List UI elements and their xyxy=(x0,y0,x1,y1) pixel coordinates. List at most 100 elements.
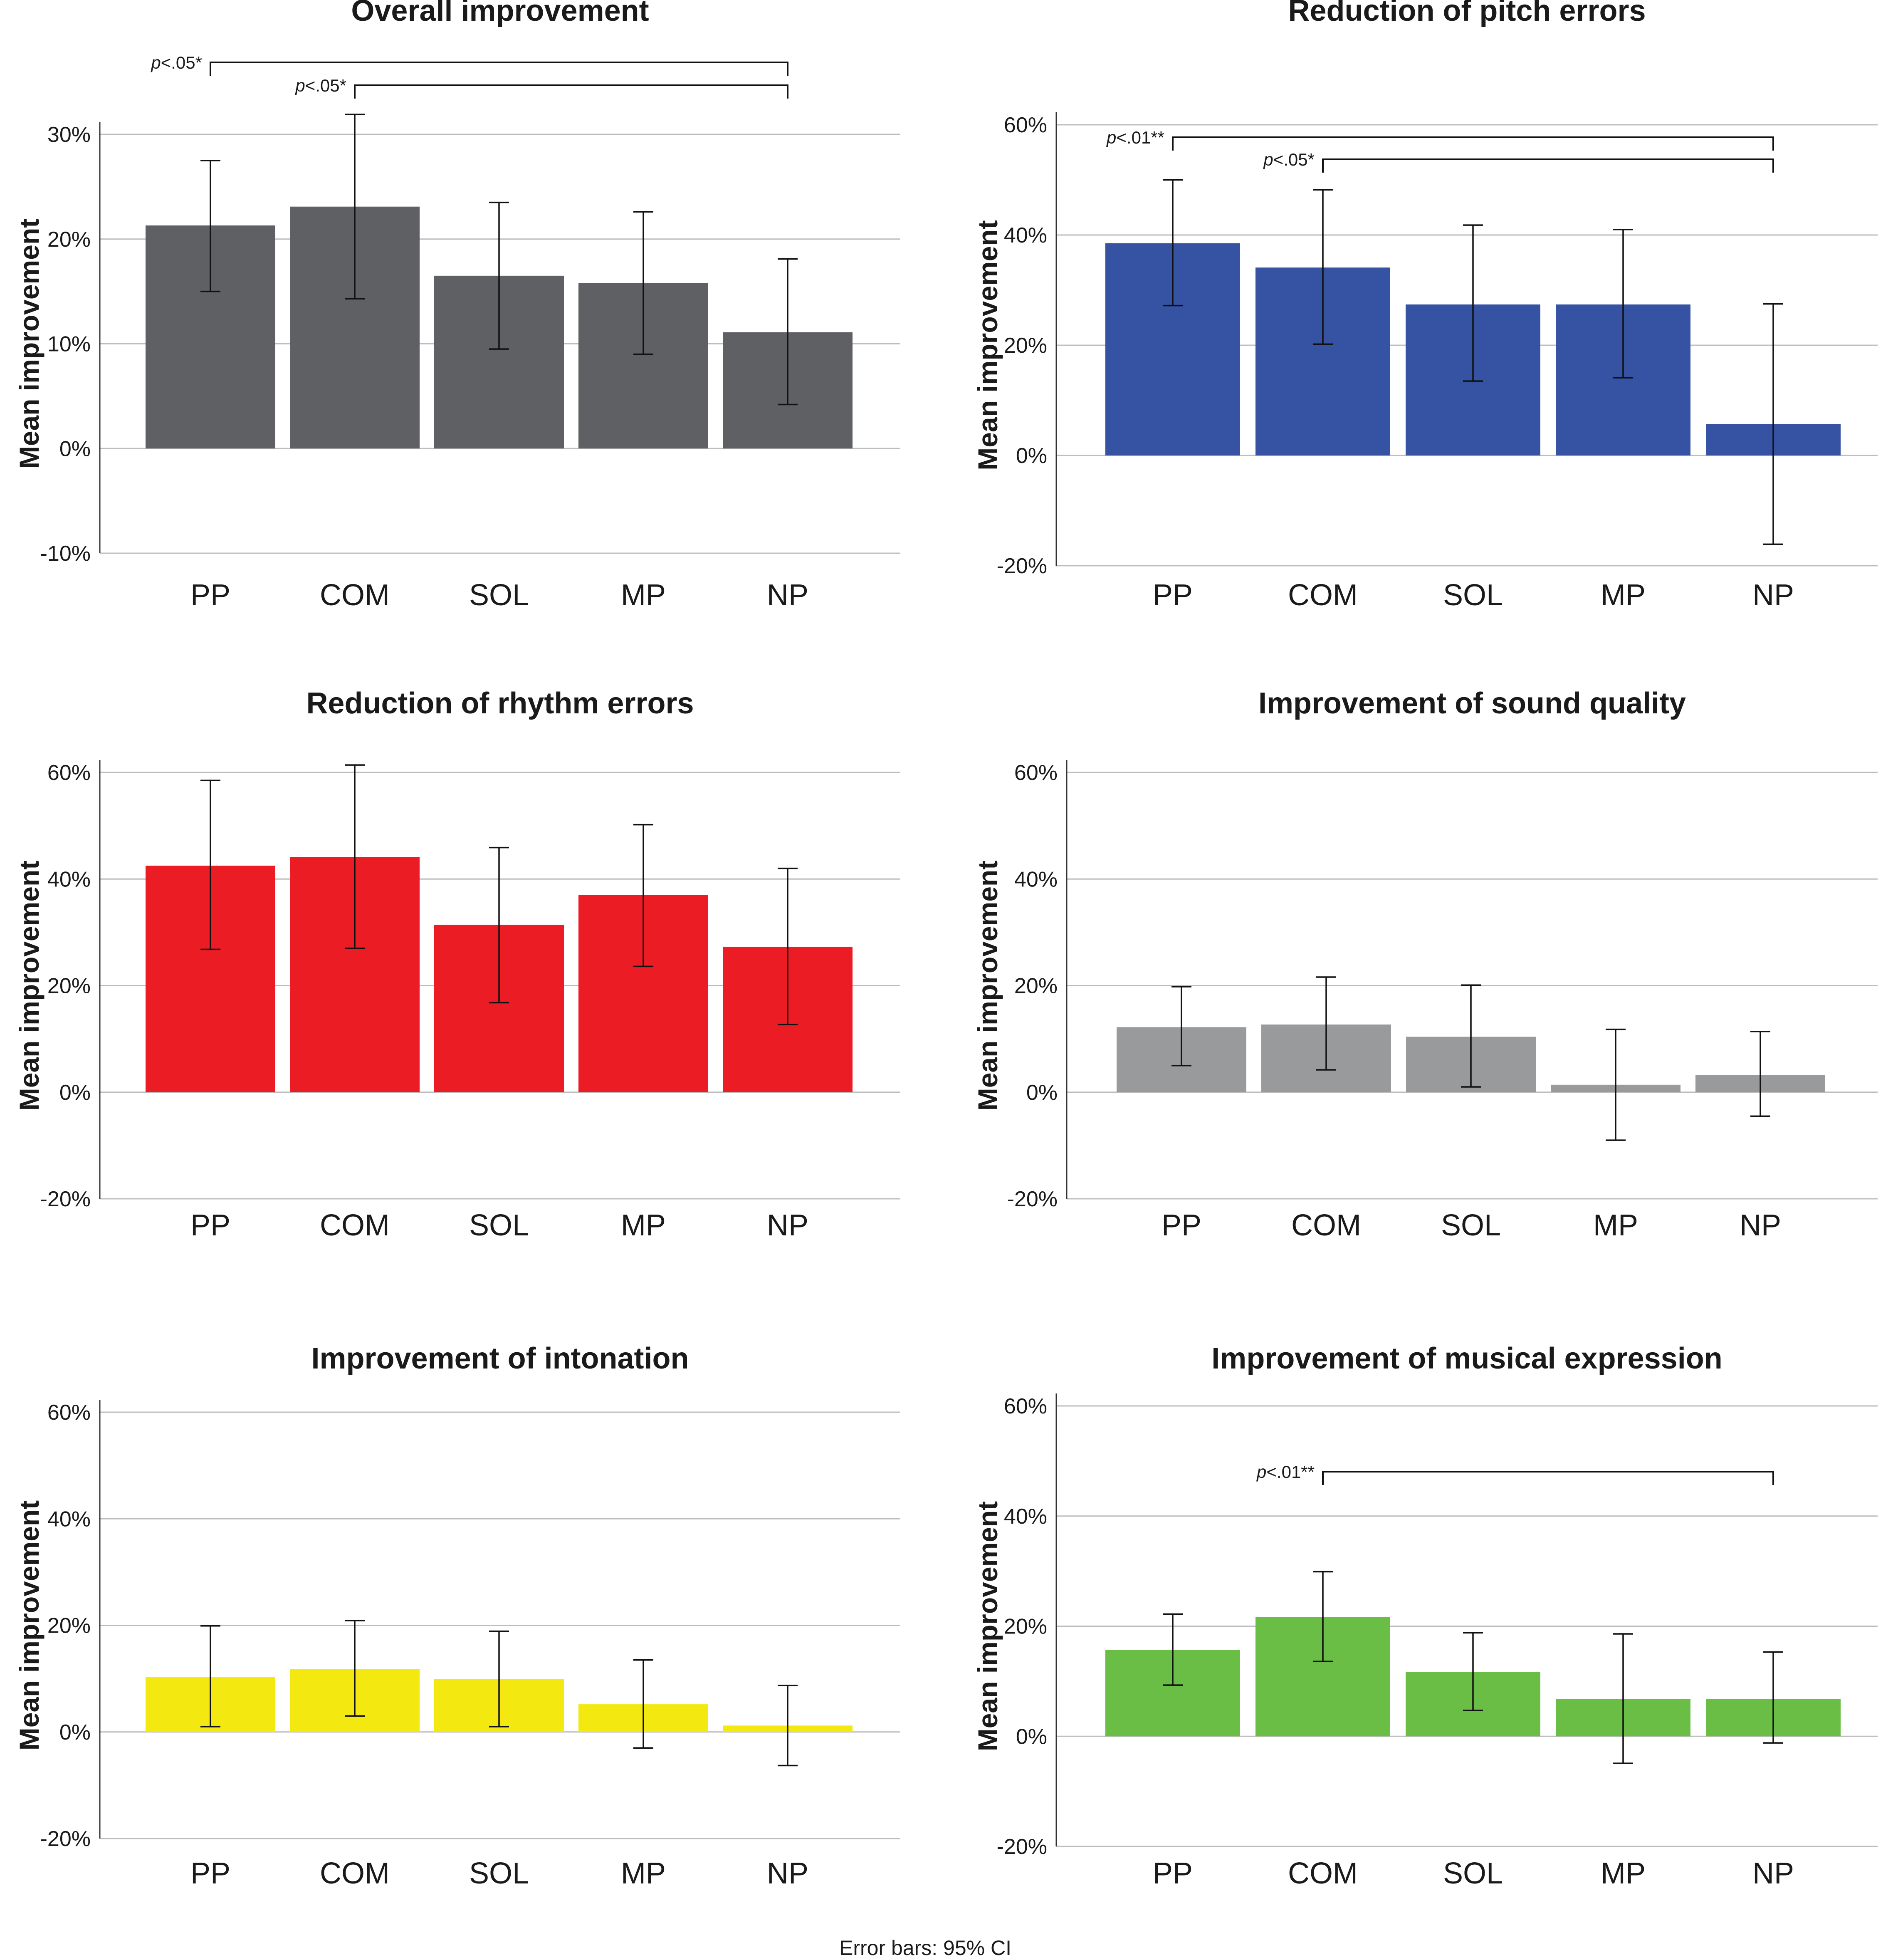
error-bar: SOL: 27.4% [13.5%, 41.8%] xyxy=(1463,224,1483,382)
y-tick-label: 20% xyxy=(1014,974,1058,998)
error-bar: SOL: 10.4% [1%, 20.1%] xyxy=(1461,984,1481,1088)
significance-bracket: p<.05* xyxy=(150,53,788,76)
x-category-label: MP xyxy=(1601,1857,1646,1890)
chart-panel: Improvement of musical expression Mean im… xyxy=(972,1342,1878,1890)
y-axis-label: Mean improvement xyxy=(14,1500,44,1750)
y-tick-label: 0% xyxy=(59,1081,91,1105)
x-category-label: MP xyxy=(1601,579,1646,612)
x-category-label: COM xyxy=(320,1857,390,1890)
error-bar: SOL: 16.5% [9.5%, 23.5%] xyxy=(489,201,509,350)
y-tick-label: 0% xyxy=(1016,1725,1047,1749)
chart-title: Improvement of intonation xyxy=(311,1342,689,1375)
chart-panel: Reduction of rhythm errors Mean improveme… xyxy=(14,687,900,1242)
y-tick-label: -20% xyxy=(1007,1187,1058,1211)
x-category-label: NP xyxy=(1752,1857,1794,1890)
x-category-label: PP xyxy=(190,579,230,612)
p-value-label: p<.05* xyxy=(294,76,346,95)
y-tick-label: 40% xyxy=(1004,1505,1047,1529)
error-bar: COM: 21.7% [13.6%, 29.9%] xyxy=(1313,1571,1333,1662)
p-value-label: p<.01** xyxy=(1256,1462,1315,1482)
x-category-label: PP xyxy=(190,1209,230,1242)
error-bar: MP: 5.2% [-3%, 13.5%] xyxy=(633,1659,653,1749)
x-category-label: NP xyxy=(767,579,808,612)
p-value-label: p<.05* xyxy=(150,53,202,72)
chart-title: Reduction of pitch errors xyxy=(1288,0,1646,27)
x-category-label: COM xyxy=(1291,1209,1361,1242)
chart-grid: Overall improvement Mean improvement -10% 0… xyxy=(14,0,1878,1890)
y-tick-label: 20% xyxy=(47,974,91,998)
bracket-line xyxy=(354,84,788,99)
y-tick-label: -20% xyxy=(997,1835,1047,1859)
y-axis-label: Mean improvement xyxy=(972,861,1003,1111)
error-bar: PP: 21.3% [15%, 27.5%] xyxy=(200,160,220,292)
p-symbol: p xyxy=(1263,150,1273,169)
error-bar: SOL: 31.4% [16.8%, 45.9%] xyxy=(489,846,509,1004)
p-threshold: <.05* xyxy=(161,53,202,72)
error-bar: NP: 1.2% [-6.3%, 8.7%] xyxy=(778,1685,798,1767)
y-tick-label: 40% xyxy=(47,1507,91,1531)
x-category-label: NP xyxy=(1740,1209,1781,1242)
y-tick-label: 0% xyxy=(59,437,91,461)
x-category-label: NP xyxy=(767,1857,808,1890)
x-category-label: MP xyxy=(1593,1209,1638,1242)
p-symbol: p xyxy=(1256,1462,1266,1482)
y-tick-label: 0% xyxy=(59,1720,91,1745)
y-tick-label: 20% xyxy=(47,1614,91,1638)
x-category-label: SOL xyxy=(1443,579,1503,612)
x-category-label: MP xyxy=(621,1209,666,1242)
x-category-label: COM xyxy=(320,579,390,612)
chart-panel: Overall improvement Mean improvement -10% 0… xyxy=(14,0,900,612)
x-category-label: PP xyxy=(190,1857,230,1890)
y-tick-label: 0% xyxy=(1026,1081,1058,1105)
y-axis-label: Mean improvement xyxy=(14,861,44,1111)
x-category-label: PP xyxy=(1153,1857,1193,1890)
p-threshold: <.01** xyxy=(1266,1462,1315,1482)
x-category-label: SOL xyxy=(469,579,529,612)
chart-title: Improvement of sound quality xyxy=(1258,687,1686,720)
chart-title: Improvement of musical expression xyxy=(1211,1342,1722,1375)
bracket-line xyxy=(210,62,788,76)
chart-panel: Improvement of sound quality Mean improve… xyxy=(972,687,1878,1242)
bracket-line xyxy=(1172,136,1774,151)
error-bar: NP: 5.7% [-16.1%, 27.5%] xyxy=(1763,303,1783,545)
y-tick-label: -20% xyxy=(40,1187,91,1211)
p-symbol: p xyxy=(150,53,161,72)
error-bar: MP: 1.4% [-9%, 11.8%] xyxy=(1606,1028,1626,1141)
x-category-label: PP xyxy=(1162,1209,1201,1242)
p-symbol: p xyxy=(1106,128,1116,147)
y-tick-label: -10% xyxy=(40,542,91,566)
chart-title: Overall improvement xyxy=(351,0,649,27)
y-axis-label: Mean improvement xyxy=(14,219,44,469)
x-category-label: SOL xyxy=(1441,1209,1501,1242)
y-tick-label: 60% xyxy=(47,761,91,785)
x-category-label: SOL xyxy=(469,1209,529,1242)
error-bar: COM: 11.8% [3%, 20.9%] xyxy=(345,1620,365,1717)
y-axis-label: Mean improvement xyxy=(972,220,1003,470)
x-category-label: NP xyxy=(1752,579,1794,612)
significance-bracket: p<.01** xyxy=(1106,128,1774,151)
x-category-label: COM xyxy=(1288,1857,1358,1890)
p-threshold: <.01** xyxy=(1116,128,1164,147)
error-bar: PP: 15.7% [9.3%, 22.2%] xyxy=(1163,1613,1183,1686)
error-bar: COM: 44.1% [27%, 61.4%] xyxy=(345,764,365,949)
error-bar: SOL: 9.9% [1%, 18.9%] xyxy=(489,1630,509,1727)
y-tick-label: 60% xyxy=(1014,761,1058,785)
x-category-label: NP xyxy=(767,1209,808,1242)
error-bar: MP: 6.8% [-4.9%, 18.6%] xyxy=(1613,1633,1633,1764)
x-category-label: MP xyxy=(621,579,666,612)
error-bar: COM: 12.7% [4.2%, 21.6%] xyxy=(1316,976,1336,1071)
chart-panel: Reduction of pitch errors Mean improvemen… xyxy=(972,0,1878,612)
y-tick-label: 0% xyxy=(1016,444,1047,468)
error-bar: MP: 15.8% [9%, 22.6%] xyxy=(633,211,653,355)
x-category-label: COM xyxy=(320,1209,390,1242)
error-bar: NP: 6.8% [-1.2%, 15.3%] xyxy=(1763,1651,1783,1744)
error-bar: SOL: 11.7% [4.7%, 18.8%] xyxy=(1463,1632,1483,1711)
p-threshold: <.05* xyxy=(305,76,346,95)
p-value-label: p<.01** xyxy=(1106,128,1164,147)
y-tick-label: 20% xyxy=(1004,1615,1047,1639)
p-value-label: p<.05* xyxy=(1263,150,1315,169)
y-tick-label: -20% xyxy=(40,1827,91,1851)
y-tick-label: 20% xyxy=(1004,334,1047,358)
error-bar: PP: 10.3% [1%, 19.9%] xyxy=(200,1625,220,1727)
